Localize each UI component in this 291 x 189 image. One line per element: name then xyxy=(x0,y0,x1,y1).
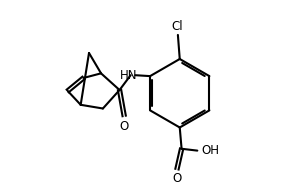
Text: OH: OH xyxy=(201,144,219,157)
Text: O: O xyxy=(172,172,181,185)
Text: Cl: Cl xyxy=(171,20,183,33)
Text: HN: HN xyxy=(120,69,137,82)
Text: O: O xyxy=(120,120,129,133)
